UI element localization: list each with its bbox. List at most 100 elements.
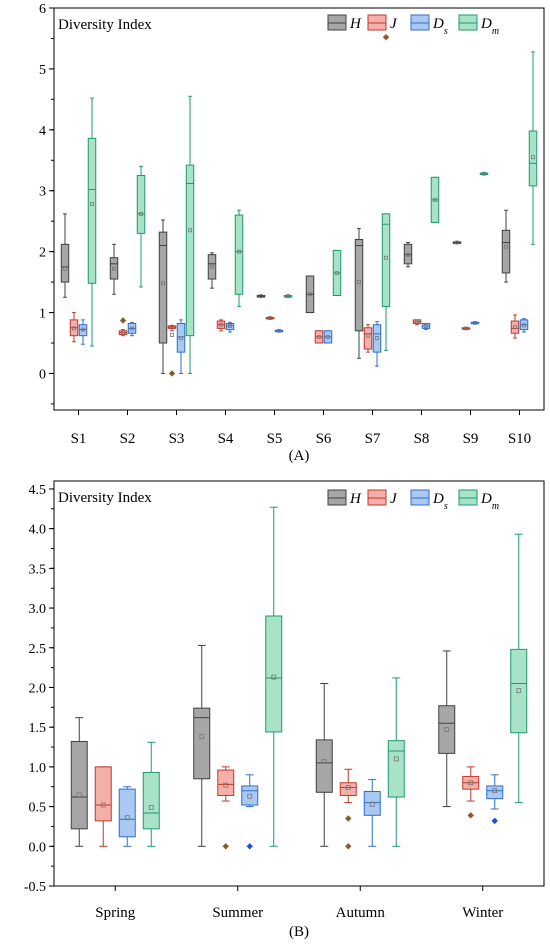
panel-caption: (B) [289, 924, 309, 940]
mean-marker [148, 804, 154, 810]
box-ds-s9 [470, 320, 480, 325]
iqr-box [60, 243, 70, 283]
mean-marker [531, 155, 535, 160]
box-ds-s1 [78, 319, 88, 345]
iqr-box [234, 214, 244, 295]
y-tick-label: 3 [39, 185, 46, 200]
box-dm-s6 [332, 249, 342, 296]
box-j-winter [462, 766, 480, 819]
iqr-box [315, 739, 333, 793]
iqr-box [501, 229, 511, 274]
iqr-box [363, 791, 381, 816]
box-ds-s8 [421, 323, 431, 331]
mean-marker [464, 326, 468, 331]
iqr-box [70, 740, 88, 830]
iqr-box [339, 782, 357, 796]
legend-label: J [390, 16, 398, 32]
mean-marker [393, 756, 399, 762]
iqr-box [363, 327, 373, 350]
box-ds-s7 [372, 321, 382, 367]
box-ds-s5 [274, 328, 284, 333]
panel-caption: (A) [289, 448, 310, 464]
mean-marker [317, 335, 321, 339]
mean-marker [210, 264, 214, 269]
mean-marker [124, 815, 130, 821]
y-tick-label: 0.5 [29, 801, 47, 816]
mean-marker [345, 785, 351, 790]
chart-title: Diversity Index [58, 17, 152, 33]
x-tick-label-s9: S9 [463, 431, 479, 447]
x-tick-label-s2: S2 [120, 431, 136, 447]
mean-marker [504, 244, 508, 249]
box-j-s3 [167, 324, 177, 377]
outlier-point [168, 370, 176, 377]
mean-marker [492, 788, 498, 794]
box-ds-spring [118, 786, 136, 847]
mean-marker [259, 294, 263, 299]
box-dm-s10 [528, 51, 538, 245]
box-dm-s9 [479, 171, 489, 176]
mean-marker [516, 688, 522, 694]
chart-title: Diversity Index [58, 490, 152, 506]
legend-label: H [349, 16, 362, 32]
y-tick-label: 6 [39, 2, 46, 17]
box-h-s6 [305, 275, 315, 314]
box-dm-spring [142, 741, 160, 847]
y-tick-label: 4.5 [29, 483, 47, 498]
mean-marker [112, 266, 116, 271]
box-j-spring [94, 766, 112, 847]
mean-marker [366, 333, 370, 338]
box-dm-summer [265, 506, 283, 847]
outlier-point [246, 843, 253, 850]
x-tick-label-s10: S10 [508, 431, 531, 447]
box-j-s1 [69, 312, 79, 343]
iqr-box [118, 788, 136, 838]
chart-panel-b: -0.5 0.0 0.5 1.0 1.5 2.0 2.5 3.0 3.5 4.0 4.5 Spring… [24, 480, 545, 940]
box-ds-s10 [519, 318, 529, 333]
box-j-autumn [339, 768, 357, 850]
iqr-box [185, 164, 195, 337]
iqr-box [241, 785, 259, 806]
box-ds-s3 [176, 319, 186, 374]
box-dm-s7 [381, 34, 391, 351]
outlier-point [467, 812, 474, 819]
mean-marker [406, 252, 410, 257]
box-j-s6 [314, 330, 324, 344]
iqr-box [225, 323, 235, 331]
box-j-s5 [265, 316, 275, 320]
box-h-s4 [207, 252, 217, 289]
iqr-box [403, 243, 413, 265]
mean-marker [433, 197, 437, 202]
x-tick-label-spring: Spring [95, 905, 136, 921]
y-tick-label: 0.0 [29, 840, 47, 855]
mean-marker [179, 336, 183, 341]
box-dm-s5 [283, 294, 293, 299]
iqr-box [142, 771, 160, 830]
iqr-box [109, 257, 119, 280]
mean-marker [237, 249, 241, 254]
iqr-box [510, 320, 520, 334]
mean-marker [219, 322, 223, 327]
iqr-box [136, 175, 146, 234]
outlier-point [119, 317, 127, 324]
iqr-box [176, 323, 186, 353]
y-tick-label: 1 [39, 307, 46, 322]
y-tick-label: 2.5 [29, 642, 47, 657]
mean-marker [188, 228, 192, 233]
x-tick-label-s3: S3 [169, 431, 185, 447]
box-h-spring [70, 717, 88, 847]
mean-marker [335, 271, 339, 275]
box-dm-winter [510, 533, 528, 804]
box-j-s10 [510, 314, 520, 339]
y-tick-label: 1.0 [29, 761, 47, 776]
box-j-s4 [216, 319, 226, 332]
x-tick-label-s7: S7 [365, 431, 381, 447]
legend-label: J [390, 491, 398, 507]
iqr-box [438, 705, 456, 754]
iqr-box [207, 254, 217, 280]
box-ds-summer [241, 774, 259, 850]
mean-marker [455, 240, 459, 245]
mean-marker [286, 294, 290, 299]
mean-marker [63, 266, 67, 271]
mean-marker [513, 325, 517, 330]
